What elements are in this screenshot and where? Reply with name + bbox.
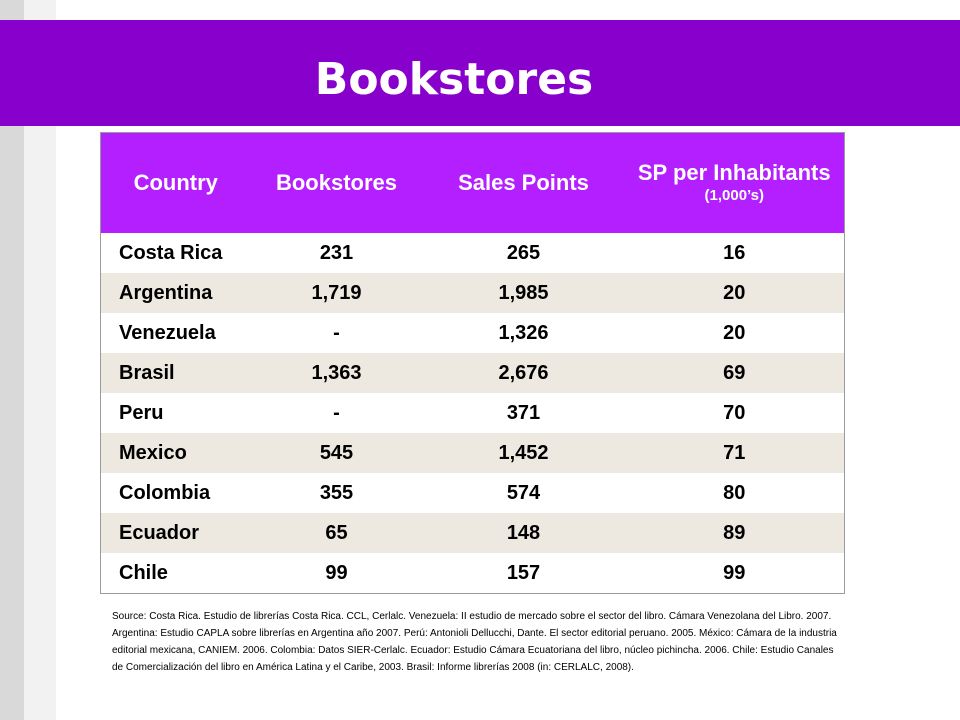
cell-country: Colombia: [100, 473, 251, 513]
header-sales-points: Sales Points: [422, 132, 625, 233]
cell-bookstores: 1,363: [250, 353, 423, 393]
cell-bookstores: 545: [250, 433, 423, 473]
cell-country: Brasil: [100, 353, 251, 393]
cell-sp-per-inhabitants: 99: [624, 553, 845, 594]
table-row: Costa Rica 231 265 16: [100, 233, 845, 273]
cell-sp-per-inhabitants: 20: [624, 313, 845, 353]
table-row: Peru - 371 70: [100, 393, 845, 433]
cell-sp-per-inhabitants: 70: [624, 393, 845, 433]
cell-bookstores: -: [250, 393, 423, 433]
table-row: Colombia 355 574 80: [100, 473, 845, 513]
cell-sales-points: 1,452: [422, 433, 625, 473]
cell-sales-points: 265: [422, 233, 625, 273]
cell-bookstores: 99: [250, 553, 423, 594]
cell-bookstores: -: [250, 313, 423, 353]
table-row: Brasil 1,363 2,676 69: [100, 353, 845, 393]
cell-sp-per-inhabitants: 16: [624, 233, 845, 273]
cell-country: Chile: [100, 553, 251, 594]
cell-sales-points: 2,676: [422, 353, 625, 393]
header-country: Country: [100, 132, 251, 233]
cell-bookstores: 1,719: [250, 273, 423, 313]
header-sp-label: SP per Inhabitants: [637, 160, 831, 185]
cell-country: Venezuela: [100, 313, 251, 353]
cell-sp-per-inhabitants: 20: [624, 273, 845, 313]
table-row: Ecuador 65 148 89: [100, 513, 845, 553]
cell-country: Costa Rica: [100, 233, 251, 273]
cell-sales-points: 157: [422, 553, 625, 594]
cell-country: Mexico: [100, 433, 251, 473]
header-sp-per-inhabitants: SP per Inhabitants (1,000’s): [624, 132, 845, 233]
cell-country: Argentina: [100, 273, 251, 313]
slide-title: Bookstores: [314, 54, 594, 105]
cell-bookstores: 231: [250, 233, 423, 273]
cell-country: Ecuador: [100, 513, 251, 553]
header-sp-unit: (1,000’s): [704, 187, 764, 204]
cell-sales-points: 1,985: [422, 273, 625, 313]
header-bookstores: Bookstores: [250, 132, 423, 233]
title-band: [0, 20, 960, 126]
cell-country: Peru: [100, 393, 251, 433]
cell-sp-per-inhabitants: 80: [624, 473, 845, 513]
cell-bookstores: 65: [250, 513, 423, 553]
cell-sp-per-inhabitants: 71: [624, 433, 845, 473]
table-row: Argentina 1,719 1,985 20: [100, 273, 845, 313]
bookstores-table: Country Bookstores Sales Points SP per I…: [100, 132, 845, 594]
cell-sp-per-inhabitants: 69: [624, 353, 845, 393]
cell-sales-points: 148: [422, 513, 625, 553]
cell-sales-points: 1,326: [422, 313, 625, 353]
cell-sp-per-inhabitants: 89: [624, 513, 845, 553]
cell-bookstores: 355: [250, 473, 423, 513]
source-note: Source: Costa Rica. Estudio de librerías…: [112, 611, 837, 673]
table-row: Chile 99 157 99: [100, 553, 845, 594]
table-row: Venezuela - 1,326 20: [100, 313, 845, 353]
cell-sales-points: 574: [422, 473, 625, 513]
header-row: Country Bookstores Sales Points SP per I…: [100, 132, 845, 233]
cell-sales-points: 371: [422, 393, 625, 433]
table-row: Mexico 545 1,452 71: [100, 433, 845, 473]
